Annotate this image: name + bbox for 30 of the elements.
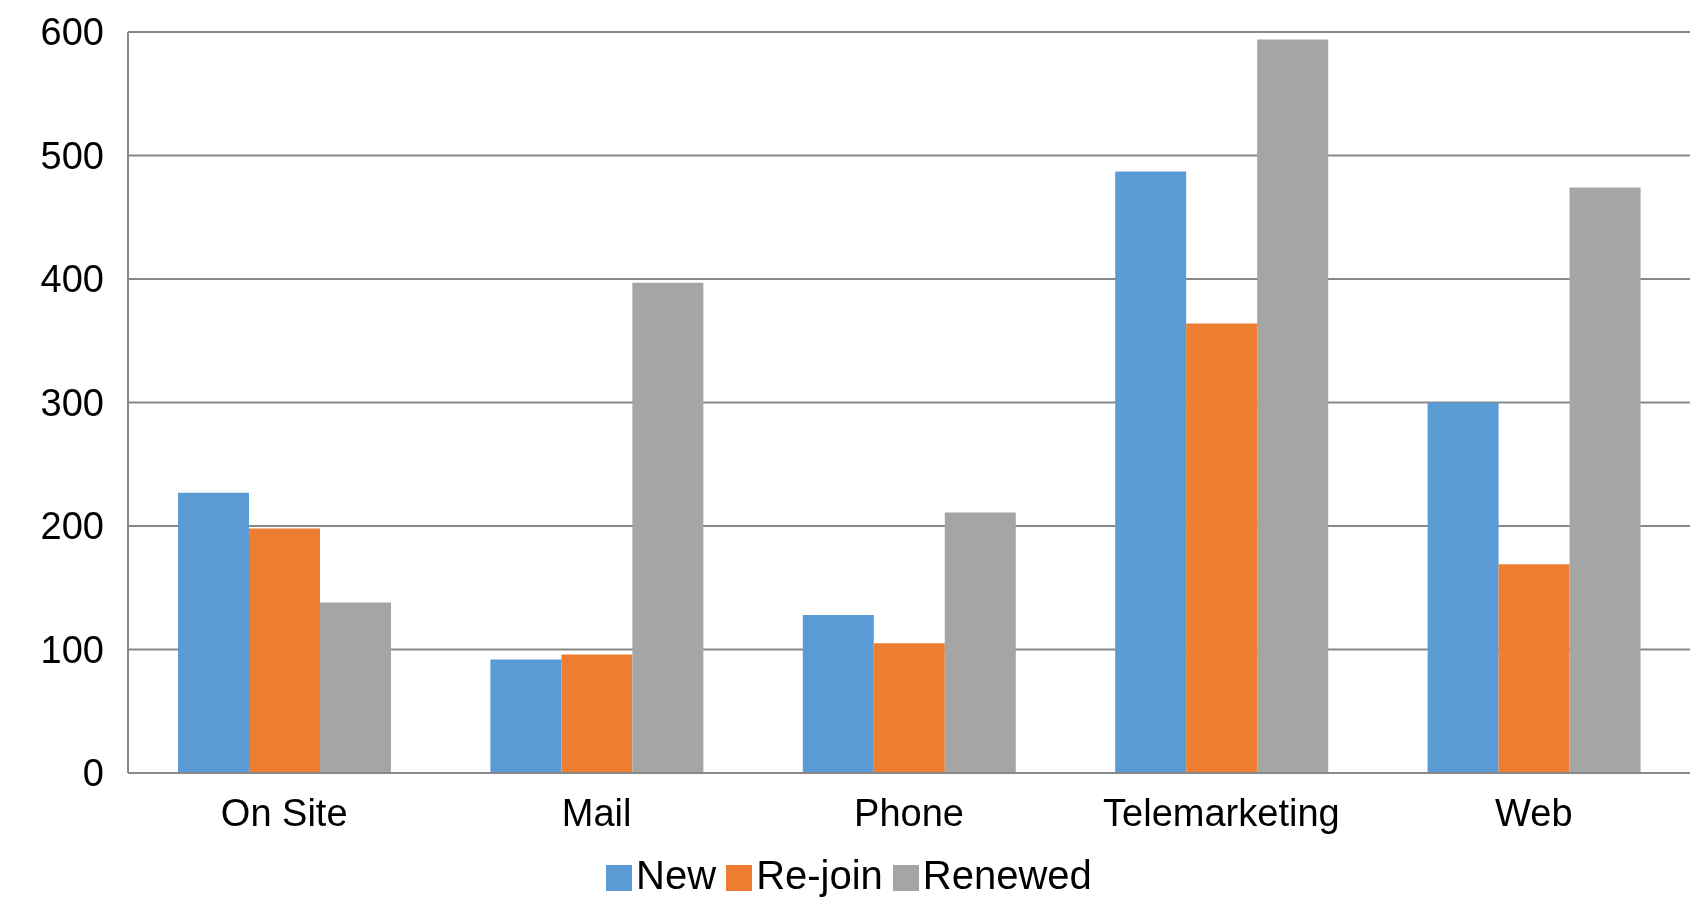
legend-label: New bbox=[636, 853, 717, 897]
bar bbox=[1498, 564, 1570, 773]
bar bbox=[802, 614, 874, 773]
x-tick-label: Phone bbox=[854, 791, 964, 834]
legend-label: Re-join bbox=[756, 853, 883, 897]
bar bbox=[1186, 323, 1258, 773]
y-tick-label: 0 bbox=[82, 752, 104, 795]
y-tick-label: 400 bbox=[40, 258, 104, 301]
bar bbox=[944, 512, 1016, 773]
bar bbox=[319, 602, 391, 773]
bar bbox=[561, 654, 633, 773]
bar bbox=[632, 282, 704, 773]
y-tick-label: 300 bbox=[40, 381, 104, 424]
bar bbox=[873, 643, 945, 773]
y-tick-label: 200 bbox=[40, 505, 104, 548]
bar bbox=[248, 528, 320, 773]
bar bbox=[1569, 187, 1641, 773]
bar bbox=[1115, 171, 1187, 773]
legend-label: Renewed bbox=[922, 853, 1092, 897]
y-tick-label: 100 bbox=[40, 628, 104, 671]
bar bbox=[1257, 39, 1329, 773]
x-tick-label: On Site bbox=[220, 791, 348, 834]
bar bbox=[490, 659, 562, 773]
bar bbox=[1427, 402, 1499, 773]
bar bbox=[177, 492, 249, 773]
x-tick-label: Telemarketing bbox=[1103, 791, 1340, 834]
y-tick-label: 600 bbox=[40, 11, 104, 54]
x-tick-label: Mail bbox=[561, 791, 632, 834]
y-tick-label: 500 bbox=[40, 134, 104, 177]
x-tick-label: Web bbox=[1495, 791, 1573, 834]
